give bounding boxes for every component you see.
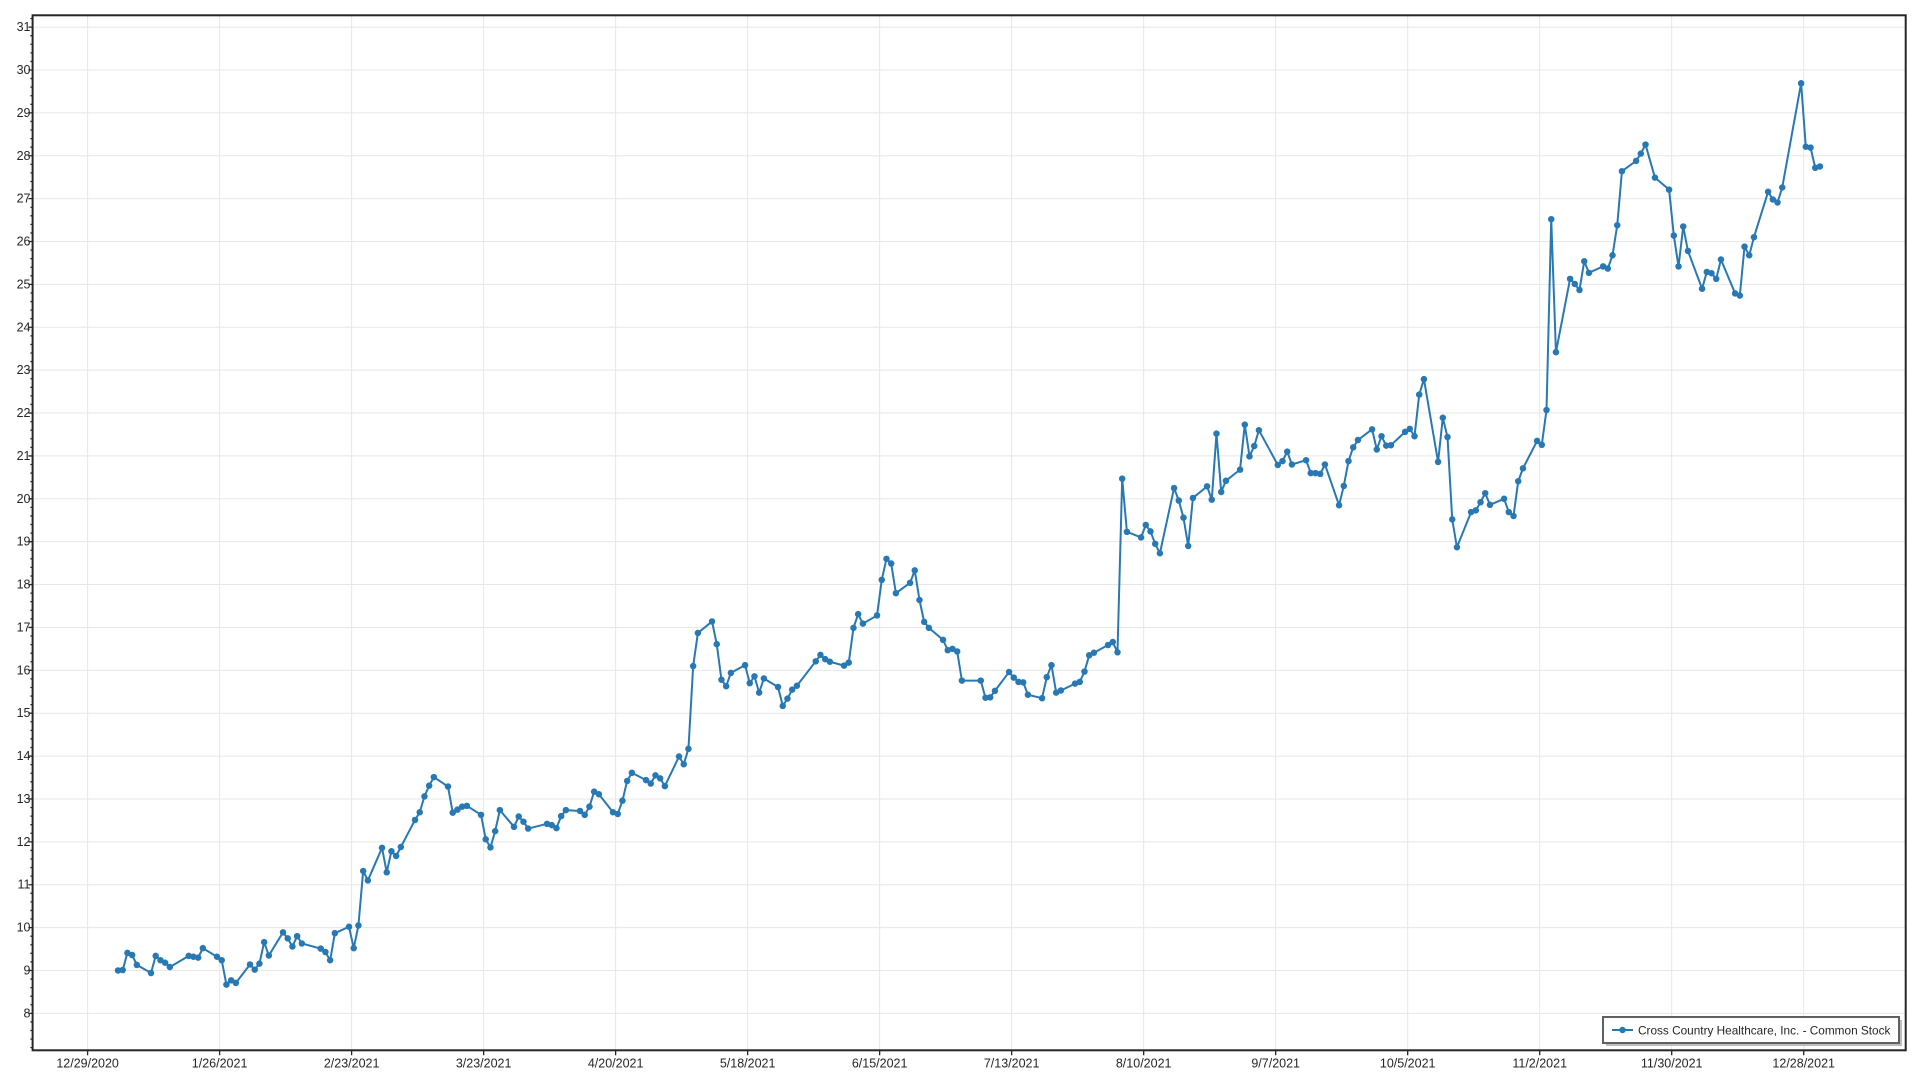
svg-text:21: 21	[17, 449, 31, 463]
svg-text:29: 29	[17, 106, 31, 120]
svg-text:8: 8	[24, 1006, 31, 1020]
svg-text:19: 19	[17, 535, 31, 549]
svg-text:16: 16	[17, 663, 31, 677]
svg-text:11/2/2021: 11/2/2021	[1512, 1057, 1567, 1071]
svg-text:2/23/2021: 2/23/2021	[324, 1057, 380, 1071]
svg-text:18: 18	[17, 578, 31, 592]
svg-text:9/7/2021: 9/7/2021	[1251, 1057, 1300, 1071]
svg-text:25: 25	[17, 277, 31, 291]
svg-text:17: 17	[17, 620, 31, 634]
svg-text:26: 26	[17, 235, 31, 249]
svg-text:12/28/2021: 12/28/2021	[1772, 1057, 1835, 1071]
svg-text:3/23/2021: 3/23/2021	[456, 1057, 512, 1071]
svg-text:10: 10	[17, 921, 31, 935]
svg-text:7/13/2021: 7/13/2021	[984, 1057, 1040, 1071]
svg-text:8/10/2021: 8/10/2021	[1116, 1057, 1172, 1071]
svg-text:22: 22	[17, 406, 31, 420]
svg-text:20: 20	[17, 492, 31, 506]
svg-text:Cross Country Healthcare, Inc.: Cross Country Healthcare, Inc. - Common …	[1638, 1024, 1891, 1038]
svg-text:12: 12	[17, 835, 31, 849]
svg-text:5/18/2021: 5/18/2021	[720, 1057, 776, 1071]
svg-text:27: 27	[17, 192, 31, 206]
svg-text:9: 9	[24, 963, 31, 977]
svg-text:31: 31	[17, 20, 31, 34]
svg-text:11: 11	[18, 878, 31, 892]
svg-text:28: 28	[17, 149, 31, 163]
svg-text:30: 30	[17, 63, 31, 77]
svg-text:23: 23	[17, 363, 31, 377]
svg-text:4/20/2021: 4/20/2021	[588, 1057, 644, 1071]
svg-text:14: 14	[17, 749, 31, 763]
svg-text:10/5/2021: 10/5/2021	[1380, 1057, 1436, 1071]
svg-text:11/30/2021: 11/30/2021	[1641, 1057, 1703, 1071]
svg-text:15: 15	[17, 706, 31, 720]
svg-text:12/29/2020: 12/29/2020	[56, 1057, 119, 1071]
svg-text:24: 24	[17, 320, 31, 334]
svg-text:6/15/2021: 6/15/2021	[852, 1057, 908, 1071]
svg-text:1/26/2021: 1/26/2021	[192, 1057, 248, 1071]
svg-text:13: 13	[17, 792, 31, 806]
